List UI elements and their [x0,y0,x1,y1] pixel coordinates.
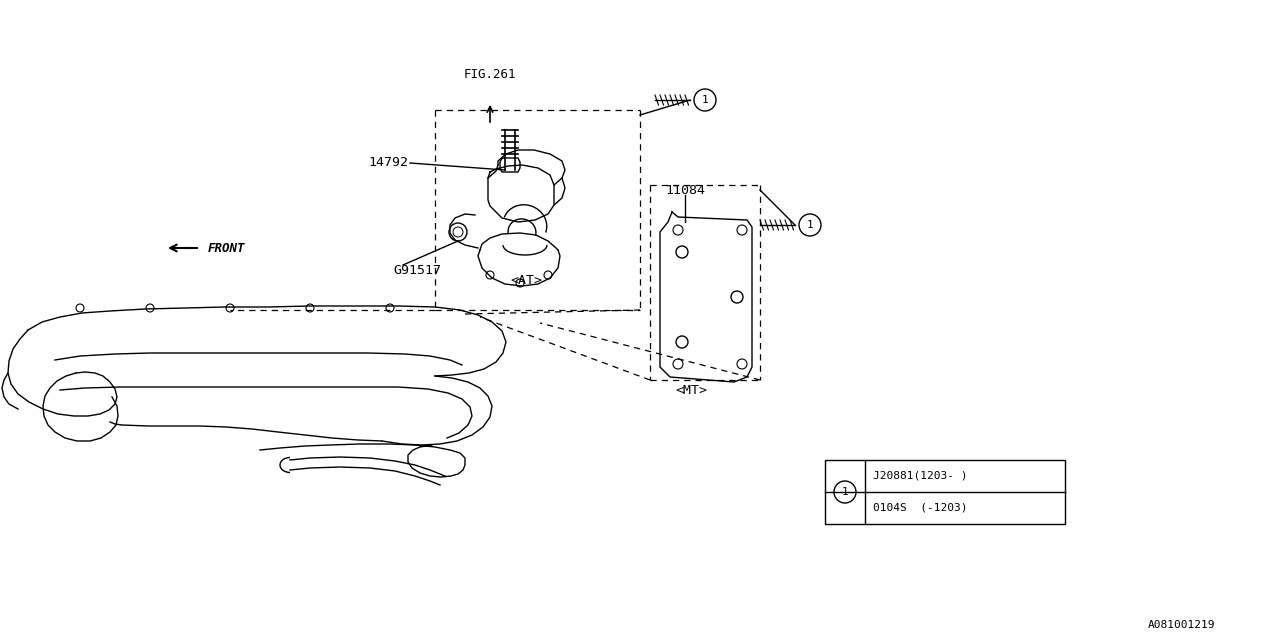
Text: FRONT: FRONT [207,241,246,255]
Text: 14792: 14792 [369,157,408,170]
Text: 1: 1 [842,487,849,497]
Text: 1: 1 [701,95,708,105]
Circle shape [694,89,716,111]
Bar [826,460,1065,524]
Text: 1: 1 [806,220,813,230]
Text: 0104S  (-1203): 0104S (-1203) [873,503,968,513]
Text: <AT>: <AT> [509,273,541,287]
Text: FIG.261: FIG.261 [463,68,516,81]
Text: G91517: G91517 [393,264,442,276]
Text: A081001219: A081001219 [1147,620,1215,630]
Text: J20881(1203- ): J20881(1203- ) [873,471,968,481]
Text: <MT>: <MT> [675,383,707,397]
Circle shape [799,214,820,236]
Circle shape [835,481,856,503]
Text: 11084: 11084 [666,184,705,196]
